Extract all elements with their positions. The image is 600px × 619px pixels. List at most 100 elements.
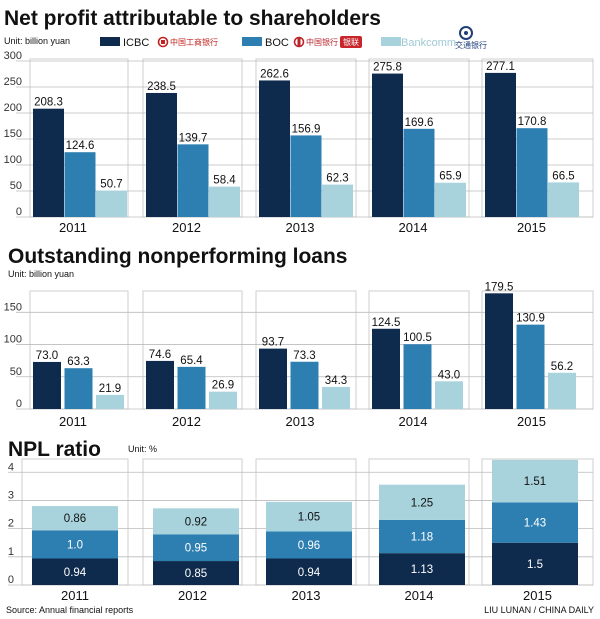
chart2-label-icbc-2015: 179.5 xyxy=(485,281,514,293)
chart2-y-tick: 50 xyxy=(10,366,22,378)
chart2-label-icbc-2014: 124.5 xyxy=(372,317,401,329)
legend-label-boc: BOC xyxy=(265,37,289,49)
chart1-category-label: 2014 xyxy=(399,220,428,235)
chart2-y-tick: 150 xyxy=(4,301,22,313)
chart2-bar-icbc-2013 xyxy=(259,348,287,409)
chart2-bar-icbc-2015 xyxy=(485,293,513,409)
chart2-bar-boc-2013 xyxy=(290,361,319,409)
chart3-segment-boc-2013 xyxy=(266,531,352,559)
chart1-bar-icbc-2013 xyxy=(259,80,290,217)
chart3-segment-boc-2011 xyxy=(32,530,118,559)
chart3-category-label: 2013 xyxy=(292,588,321,603)
legend-label-icbc: ICBC xyxy=(123,37,149,49)
chart1-label-boc-2015: 170.8 xyxy=(518,116,547,128)
boc-logo-text: 中国银行 xyxy=(306,37,338,47)
chart2-label-bankcomm-2011: 21.9 xyxy=(99,383,121,395)
chart2-label-boc-2011: 63.3 xyxy=(67,356,89,368)
chart1-label-icbc-2014: 275.8 xyxy=(373,62,402,74)
chart2-bar-icbc-2011 xyxy=(33,361,61,409)
chart2-label-boc-2015: 130.9 xyxy=(516,313,545,325)
chart3-y-tick: 2 xyxy=(8,518,14,530)
chart1-label-bankcomm-2013: 62.3 xyxy=(326,173,348,185)
chart3-title: NPL ratio xyxy=(8,438,101,461)
chart1-category-label: 2012 xyxy=(172,220,201,235)
chart2-category-label: 2014 xyxy=(399,414,428,429)
chart1-label-boc-2011: 124.6 xyxy=(66,140,95,152)
chart2-label-boc-2014: 100.5 xyxy=(403,332,432,344)
chart3-label-icbc-2015: 1.5 xyxy=(527,559,543,571)
chart1-bar-boc-2013 xyxy=(290,135,322,217)
chart1-y-tick: 250 xyxy=(4,76,22,88)
chart2-bar-bankcomm-2011 xyxy=(96,394,124,409)
chart2-category-label: 2011 xyxy=(59,414,87,429)
bankcomm-logo: 交通银行 xyxy=(455,26,487,50)
chart3-label-icbc-2012: 0.85 xyxy=(185,568,207,580)
source-note: Source: Annual financial reports xyxy=(6,605,134,615)
chart2-label-boc-2013: 73.3 xyxy=(293,350,315,362)
chart3-label-boc-2014: 1.18 xyxy=(411,532,433,544)
chart2-label-boc-2012: 65.4 xyxy=(180,355,203,367)
chart1-label-icbc-2015: 277.1 xyxy=(486,61,515,73)
chart2-category-label: 2012 xyxy=(172,414,201,429)
chart2-unit: Unit: billion yuan xyxy=(8,269,74,279)
chart3-label-boc-2012: 0.95 xyxy=(185,543,207,555)
chart1-y-tick: 50 xyxy=(10,180,22,192)
chart3-label-bankcomm-2014: 1.25 xyxy=(411,497,433,509)
chart1-bar-bankcomm-2011 xyxy=(96,190,127,217)
chart1-label-icbc-2012: 238.5 xyxy=(147,81,176,93)
chart2-y-tick: 100 xyxy=(4,334,22,346)
chart3-segment-boc-2014 xyxy=(379,519,465,554)
chart1-y-tick: 100 xyxy=(4,154,22,166)
chart1-bar-icbc-2015 xyxy=(485,72,516,218)
legend-swatch-bankcomm xyxy=(381,37,401,46)
chart3-category-label: 2012 xyxy=(178,588,207,603)
chart2-label-icbc-2012: 74.6 xyxy=(149,349,171,361)
chart1-bar-boc-2011 xyxy=(64,152,96,217)
chart3-segment-icbc-2011 xyxy=(32,558,118,585)
chart3-label-boc-2015: 1.43 xyxy=(524,518,546,530)
chart1-bar-boc-2014 xyxy=(403,128,435,217)
chart3-y-tick: 4 xyxy=(8,461,14,473)
chart3-segment-icbc-2015 xyxy=(492,542,578,585)
chart2-category-label: 2013 xyxy=(286,414,315,429)
chart2-bar-boc-2015 xyxy=(516,324,545,409)
icbc-logo-text: 中国工商银行 xyxy=(170,37,218,47)
chart1-bar-bankcomm-2015 xyxy=(548,182,579,217)
chart1-bar-icbc-2014 xyxy=(372,73,403,217)
chart2-bar-bankcomm-2014 xyxy=(435,381,463,409)
legend: ICBC 中国工商银行 BOC 中国银行 银联 Bankcomm 交通银行 xyxy=(100,26,487,50)
chart3-segment-bankcomm-2012 xyxy=(153,508,239,535)
chart3-label-boc-2011: 1.0 xyxy=(67,539,83,551)
bankcomm-logo-text: 交通银行 xyxy=(455,40,487,50)
chart1-label-icbc-2011: 208.3 xyxy=(34,97,63,109)
legend-swatch-icbc xyxy=(100,37,120,46)
chart2-bar-bankcomm-2013 xyxy=(322,386,350,409)
chart1-y-tick: 0 xyxy=(16,206,22,218)
chart3-label-icbc-2014: 1.13 xyxy=(411,564,433,576)
chart1-category-label: 2013 xyxy=(286,220,315,235)
chart2-label-icbc-2011: 73.0 xyxy=(36,350,58,362)
chart1-label-boc-2012: 139.7 xyxy=(179,132,208,144)
chart1-bar-bankcomm-2012 xyxy=(209,186,240,217)
chart2-bar-boc-2012 xyxy=(177,366,206,409)
chart3-label-bankcomm-2011: 0.86 xyxy=(64,513,86,525)
chart2-bar-boc-2014 xyxy=(403,344,432,409)
chart3-segment-boc-2012 xyxy=(153,534,239,562)
chart2-category-label: 2015 xyxy=(517,414,546,429)
chart2-title: Outstanding nonperforming loans xyxy=(8,245,348,268)
chart2-label-bankcomm-2012: 26.9 xyxy=(212,380,234,392)
chart1-y-tick: 300 xyxy=(4,50,22,62)
chart1-label-bankcomm-2015: 66.5 xyxy=(552,170,574,182)
chart3-segment-bankcomm-2011 xyxy=(32,506,118,531)
chart2-y-tick: 0 xyxy=(16,398,22,410)
chart1-category-label: 2015 xyxy=(517,220,546,235)
chart3-segment-bankcomm-2014 xyxy=(379,484,465,520)
chart2-label-bankcomm-2015: 56.2 xyxy=(551,361,573,373)
chart3-category-label: 2015 xyxy=(523,588,552,603)
chart1-y-tick: 150 xyxy=(4,128,22,140)
boc-logo-badge: 银联 xyxy=(343,37,359,47)
chart3-y-tick: 0 xyxy=(8,574,14,586)
chart2-bar-bankcomm-2015 xyxy=(548,372,576,409)
chart-layer: 0 50 100 150 2 0 0 250 300 2011 2012 2013 2014 2015 20… xyxy=(4,50,594,603)
